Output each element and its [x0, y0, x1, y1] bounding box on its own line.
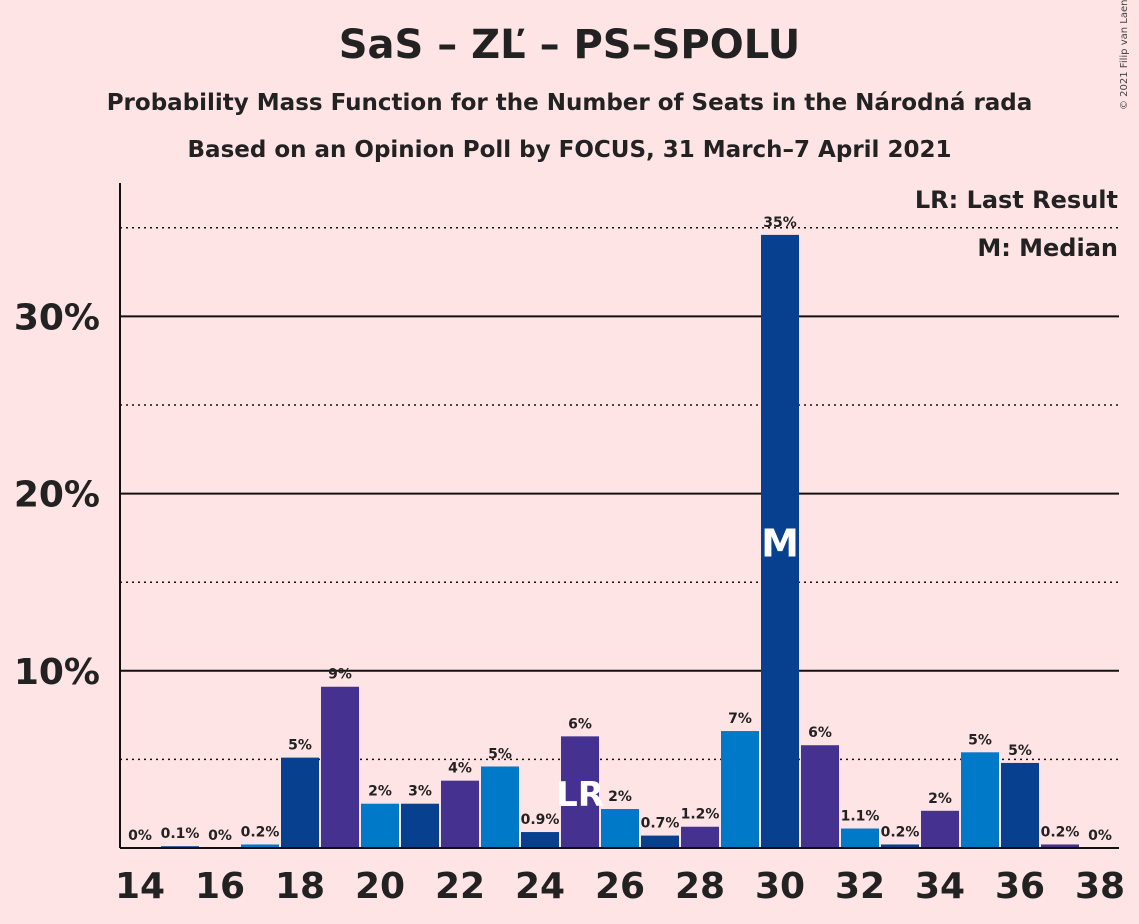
bar-seats-24: [521, 832, 559, 848]
y-tick-label: 20%: [14, 475, 100, 516]
bar-seats-23: [481, 766, 519, 848]
bar-value-label: 6%: [568, 716, 592, 732]
bar-value-label: 0.2%: [241, 824, 280, 840]
bar-value-label: 0.9%: [521, 812, 560, 828]
bar-seats-19: [321, 686, 359, 848]
bar-value-label: 3%: [408, 784, 432, 800]
bar-seats-22: [441, 780, 479, 848]
legend-last-result: LR: Last Result: [914, 186, 1118, 214]
median-marker: M: [761, 521, 799, 565]
bar-seats-18: [281, 757, 319, 848]
bar-value-label: 2%: [608, 789, 632, 805]
x-tick-label: 32: [835, 866, 885, 907]
bar-seats-35: [961, 752, 999, 848]
legend-median: M: Median: [977, 234, 1118, 262]
bar-value-label: 9%: [328, 667, 352, 683]
bar-value-label: 2%: [368, 784, 392, 800]
bar-value-label: 5%: [1008, 743, 1032, 759]
x-tick-label: 24: [515, 866, 565, 907]
x-tick-label: 16: [195, 866, 245, 907]
bar-value-label: 0.7%: [641, 816, 680, 832]
x-tick-label: 28: [675, 866, 725, 907]
bar-value-label: 6%: [808, 725, 832, 741]
bar-value-label: 1.2%: [681, 807, 720, 823]
bar-value-label: 0.2%: [1041, 824, 1080, 840]
bar-seats-20: [361, 803, 399, 848]
bar-seats-31: [801, 745, 839, 848]
bar-seats-34: [921, 810, 959, 848]
bar-seats-25: [561, 736, 599, 848]
bar-value-label: 0.2%: [881, 824, 920, 840]
bar-seats-29: [721, 731, 759, 848]
last-result-marker: LR: [556, 775, 604, 815]
bar-seats-33: [881, 844, 919, 848]
bar-seats-27: [641, 835, 679, 848]
bar-seats-32: [841, 828, 879, 848]
x-tick-label: 18: [275, 866, 325, 907]
bar-seats-37: [1041, 844, 1079, 848]
bar-value-label: 5%: [488, 746, 512, 762]
bar-seats-17: [241, 844, 279, 848]
bar-seats-36: [1001, 762, 1039, 848]
bar-value-label: 5%: [968, 732, 992, 748]
x-tick-label: 38: [1075, 866, 1125, 907]
bar-value-label: 2%: [928, 791, 952, 807]
bar-value-label: 0.1%: [161, 826, 200, 842]
y-tick-label: 10%: [14, 652, 100, 693]
bar-value-label: 35%: [763, 215, 797, 231]
bar-value-label: 1.1%: [841, 809, 880, 825]
chart-title: SaS – ZĽ – PS–SPOLU: [338, 22, 801, 68]
bar-value-label: 0%: [128, 828, 152, 844]
bar-value-label: 5%: [288, 738, 312, 754]
bar-value-label: 7%: [728, 711, 752, 727]
x-tick-label: 36: [995, 866, 1045, 907]
bar-seats-21: [401, 803, 439, 848]
x-tick-label: 20: [355, 866, 405, 907]
bar-value-label: 4%: [448, 761, 472, 777]
chart-source: Based on an Opinion Poll by FOCUS, 31 Ma…: [187, 137, 952, 163]
y-tick-label: 30%: [14, 297, 100, 338]
x-tick-label: 30: [755, 866, 805, 907]
bar-seats-30: [761, 234, 799, 848]
bar-value-label: 0%: [208, 828, 232, 844]
x-tick-label: 14: [115, 866, 165, 907]
x-tick-label: 26: [595, 866, 645, 907]
chart-subtitle: Probability Mass Function for the Number…: [106, 90, 1033, 116]
x-tick-label: 34: [915, 866, 965, 907]
bar-seats-28: [681, 826, 719, 848]
bar-value-label: 0%: [1088, 828, 1112, 844]
x-tick-label: 22: [435, 866, 485, 907]
bar-seats-26: [601, 809, 639, 848]
